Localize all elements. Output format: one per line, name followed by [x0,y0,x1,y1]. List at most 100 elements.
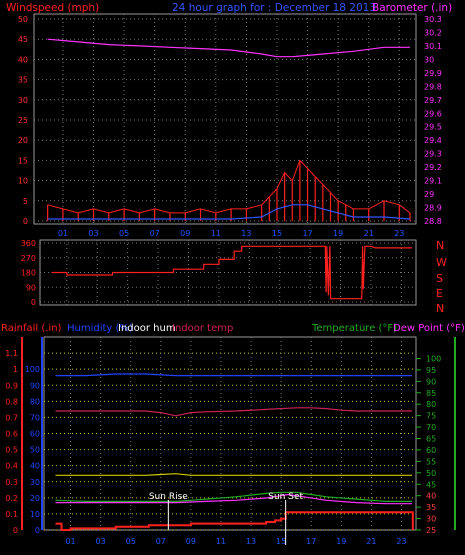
rain-y-tick: 0.9 [5,381,18,390]
axis-labels: 0510152025303540455028.828.92929.129.229… [5,15,456,546]
wind-x-tick: 01 [58,229,68,238]
temp-y-tick: 60 [426,446,436,455]
wind-y-tick: 25 [18,116,28,125]
wind-y-tick: 10 [18,177,28,186]
dir-letter-e: E [436,287,443,300]
wind-y-tick: 40 [18,55,28,64]
baro-y-tick: 29 [424,190,434,199]
humidity-y-tick: 60 [30,430,40,439]
wind-x-tick: 11 [211,229,221,238]
sunset-label: Sun Set [268,492,303,502]
wind-gust-line [47,159,411,214]
temp-y-tick: 25 [426,526,436,535]
temperature-line [55,491,412,502]
rainfall-line [55,511,414,531]
rain-y-tick: 0.7 [5,413,18,422]
wind-y-tick: 0 [23,217,28,226]
climate-x-tick: 23 [396,537,406,546]
temp-y-tick: 30 [426,515,436,524]
wind-panel-frame [33,13,417,225]
rain-y-tick: 0.1 [5,510,18,519]
rain-y-tick: 0.4 [5,462,18,471]
humidity-y-tick: 10 [30,510,40,519]
baro-y-tick: 29.8 [424,82,442,91]
wind-y-tick: 35 [18,76,28,85]
wind-x-tick: 23 [394,229,404,238]
baro-y-tick: 28.8 [424,217,442,226]
temp-y-tick: 70 [426,423,436,432]
baro-y-tick: 29.7 [424,96,442,105]
data-series [47,38,414,531]
climate-x-tick: 11 [216,537,226,546]
rain-y-tick: 0.2 [5,494,18,503]
dew-point-line [55,493,412,505]
wind-y-tick: 15 [18,156,28,165]
humidity-y-tick: 50 [30,446,40,455]
wind-x-tick: 15 [272,229,282,238]
dir-y-tick: 270 [21,254,36,263]
baro-y-tick: 29.9 [424,69,442,78]
temp-y-tick: 95 [426,366,436,375]
barometer-header: Barometer (.in) [372,2,452,14]
climate-x-tick: 17 [306,537,316,546]
wind-y-tick: 20 [18,136,28,145]
rainfall-label: Rainfall (.in) [1,323,62,334]
dir-letter-w: W [436,256,447,269]
temp-y-tick: 45 [426,480,436,489]
dir-y-tick: 90 [26,283,36,292]
humidity-y-tick: 40 [30,462,40,471]
grid-lines [34,14,416,531]
indoor-hum-label: Indoor hum [118,323,176,334]
wind-x-tick: 19 [333,229,343,238]
temperature-label: Temperature (°F) [311,323,397,334]
wind-x-tick: 17 [302,229,312,238]
wind-y-tick: 30 [18,96,28,105]
rain-y-tick: 1 [13,365,18,374]
climate-legend: Rainfall (.in) Humidity (%) Indoor hum I… [1,323,465,334]
humidity-y-tick: 20 [30,494,40,503]
graph-title: 24 hour graph for : December 18 2013 [172,2,376,14]
temp-y-tick: 40 [426,492,436,501]
direction-line [51,245,412,300]
baro-y-tick: 29.1 [424,177,442,186]
rain-y-tick: 0.8 [5,397,18,406]
climate-x-tick: 15 [276,537,286,546]
wind-x-tick: 05 [119,229,129,238]
windspeed-header: Windspeed (mph) [6,2,99,14]
dir-letter-n-top: N [436,239,444,252]
indoor-temp-line [55,407,412,417]
baro-y-tick: 30 [424,55,434,64]
humidity-label: Humidity (%) [67,323,133,334]
temp-y-tick: 100 [426,354,441,363]
baro-y-tick: 29.5 [424,123,442,132]
dir-letter-s: S [436,272,443,285]
temp-y-tick: 90 [426,377,436,386]
baro-y-tick: 28.9 [424,204,442,213]
climate-x-tick: 09 [186,537,196,546]
climate-x-tick: 05 [126,537,136,546]
climate-x-tick: 13 [246,537,256,546]
temp-y-tick: 35 [426,503,436,512]
baro-y-tick: 29.2 [424,163,442,172]
baro-y-tick: 29.4 [424,136,442,145]
humidity-y-tick: 30 [30,478,40,487]
sun-annotations: Sun Rise Sun Set [149,492,304,545]
dir-y-tick: 0 [31,298,36,307]
rain-y-tick: 1.1 [5,349,18,358]
indoor-hum-line [55,473,412,476]
humidity-y-tick: 80 [30,397,40,406]
wind-avg-line [47,204,411,220]
climate-x-tick: 03 [96,537,106,546]
temp-y-tick: 50 [426,469,436,478]
wind-y-tick: 45 [18,35,28,44]
temp-y-tick: 65 [426,435,436,444]
humidity-y-tick: 0 [35,526,40,535]
baro-y-tick: 29.3 [424,150,442,159]
baro-y-tick: 30.3 [424,15,442,24]
baro-y-tick: 29.6 [424,109,442,118]
wind-x-tick: 03 [88,229,98,238]
dew-point-label: Dew Point (°F) [393,323,465,334]
climate-x-tick: 21 [366,537,376,546]
